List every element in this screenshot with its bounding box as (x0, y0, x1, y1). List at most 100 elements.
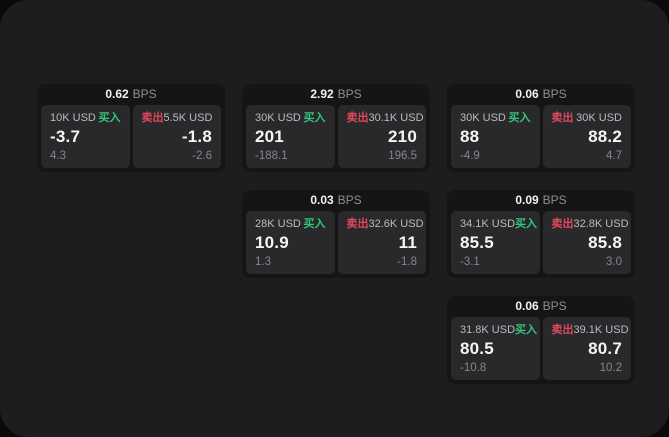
card-header: 2.92 BPS (242, 84, 430, 105)
sell-side-label: 卖出 (346, 218, 369, 230)
quote-panels: 34.1K USD 买入 85.5 -3.1 卖出 32.8K USD 85.8… (447, 211, 635, 278)
buy-tile[interactable]: 30K USD 买入 88 -4.9 (451, 105, 540, 168)
sell-amount: 30K USD (576, 112, 622, 124)
bps-value: 0.09 (515, 193, 539, 207)
buy-price: 10.9 (255, 233, 289, 252)
sell-amount: 39.1K USD (573, 324, 629, 336)
sell-side-label: 卖出 (141, 112, 164, 124)
sell-side-label: 卖出 (551, 324, 574, 336)
sell-price: -1.8 (181, 127, 212, 146)
sell-delta: 3.0 (606, 256, 622, 268)
buy-tile[interactable]: 31.8K USD 买入 80.5 -10.8 (451, 317, 540, 380)
sell-side-label: 卖出 (346, 112, 369, 124)
card-header: 0.62 BPS (37, 84, 225, 105)
quote-panels: 10K USD 买入 -3.7 4.3 卖出 5.5K USD -1.8 -2.… (37, 105, 225, 172)
sell-tile-top: 卖出 30K USD (552, 112, 623, 125)
sell-tile-top: 卖出 32.8K USD (551, 218, 629, 231)
bps-unit-label: BPS (542, 87, 567, 101)
buy-price: 85.5 (460, 233, 494, 252)
buy-amount: 31.8K USD (460, 324, 516, 336)
buy-delta: -188.1 (255, 150, 288, 162)
buy-amount: 10K USD (50, 112, 96, 124)
sell-tile-top: 卖出 39.1K USD (551, 324, 629, 337)
bps-value: 0.62 (105, 87, 129, 101)
buy-tile[interactable]: 30K USD 买入 201 -188.1 (246, 105, 335, 168)
card-header: 0.09 BPS (447, 190, 635, 211)
quote-card: 0.62 BPS 10K USD 买入 -3.7 4.3 卖出 5.5K USD… (37, 84, 225, 172)
bps-unit-label: BPS (337, 193, 362, 207)
buy-tile-top: 28K USD 买入 (255, 218, 326, 231)
sell-tile-top: 卖出 32.6K USD (346, 218, 424, 231)
buy-price: -3.7 (50, 127, 81, 146)
sell-tile[interactable]: 卖出 5.5K USD -1.8 -2.6 (132, 105, 221, 168)
quote-panels: 30K USD 买入 201 -188.1 卖出 30.1K USD 210 1… (242, 105, 430, 172)
card-header: 0.06 BPS (447, 84, 635, 105)
bps-unit-label: BPS (337, 87, 362, 101)
sell-amount: 32.6K USD (368, 218, 424, 230)
sell-delta: 196.5 (388, 150, 417, 162)
buy-side-label: 买入 (303, 112, 326, 124)
buy-delta: 1.3 (255, 256, 271, 268)
bps-value: 2.92 (310, 87, 334, 101)
sell-delta: -1.8 (397, 256, 417, 268)
buy-price: 80.5 (460, 339, 494, 358)
quote-card: 0.06 BPS 30K USD 买入 88 -4.9 卖出 30K USD 8… (447, 84, 635, 172)
bps-unit-label: BPS (542, 193, 567, 207)
buy-side-label: 买入 (515, 324, 538, 336)
buy-tile[interactable]: 28K USD 买入 10.9 1.3 (246, 211, 335, 274)
buy-delta: -10.8 (460, 362, 487, 374)
sell-price: 80.7 (588, 339, 622, 358)
quote-card: 2.92 BPS 30K USD 买入 201 -188.1 卖出 30.1K … (242, 84, 430, 172)
sell-tile-top: 卖出 30.1K USD (346, 112, 424, 125)
bps-unit-label: BPS (132, 87, 157, 101)
sell-delta: -2.6 (192, 150, 212, 162)
bps-value: 0.06 (515, 87, 539, 101)
sell-tile[interactable]: 卖出 32.8K USD 85.8 3.0 (542, 211, 631, 274)
bps-value: 0.06 (515, 299, 539, 313)
buy-price: 201 (255, 127, 284, 146)
sell-tile-top: 卖出 5.5K USD (142, 112, 213, 125)
quote-card: 0.06 BPS 31.8K USD 买入 80.5 -10.8 卖出 39.1… (447, 296, 635, 384)
buy-delta: 4.3 (50, 150, 66, 162)
quote-card: 0.09 BPS 34.1K USD 买入 85.5 -3.1 卖出 32.8K… (447, 190, 635, 278)
sell-tile[interactable]: 卖出 30.1K USD 210 196.5 (337, 105, 426, 168)
buy-delta: -3.1 (460, 256, 480, 268)
buy-amount: 30K USD (255, 112, 301, 124)
sell-price: 210 (388, 127, 417, 146)
buy-tile-top: 30K USD 买入 (460, 112, 531, 125)
quote-panels: 28K USD 买入 10.9 1.3 卖出 32.6K USD 11 -1.8 (242, 211, 430, 278)
sell-tile[interactable]: 卖出 30K USD 88.2 4.7 (542, 105, 631, 168)
quote-cards-grid: 0.62 BPS 10K USD 买入 -3.7 4.3 卖出 5.5K USD… (37, 84, 635, 384)
sell-side-label: 卖出 (551, 218, 574, 230)
buy-tile-top: 10K USD 买入 (50, 112, 121, 125)
buy-side-label: 买入 (303, 218, 326, 230)
sell-price: 11 (398, 233, 417, 252)
buy-tile-top: 34.1K USD 买入 (460, 218, 537, 231)
sell-delta: 10.2 (599, 362, 622, 374)
card-header: 0.03 BPS (242, 190, 430, 211)
sell-delta: 4.7 (606, 150, 622, 162)
quote-card: 0.03 BPS 28K USD 买入 10.9 1.3 卖出 32.6K US… (242, 190, 430, 278)
buy-tile-top: 30K USD 买入 (255, 112, 326, 125)
quote-panels: 31.8K USD 买入 80.5 -10.8 卖出 39.1K USD 80.… (447, 317, 635, 384)
buy-amount: 28K USD (255, 218, 301, 230)
buy-tile[interactable]: 34.1K USD 买入 85.5 -3.1 (451, 211, 540, 274)
buy-side-label: 买入 (98, 112, 121, 124)
bps-unit-label: BPS (542, 299, 567, 313)
buy-tile[interactable]: 10K USD 买入 -3.7 4.3 (41, 105, 130, 168)
buy-side-label: 买入 (515, 218, 538, 230)
buy-tile-top: 31.8K USD 买入 (460, 324, 537, 337)
sell-tile[interactable]: 卖出 32.6K USD 11 -1.8 (337, 211, 426, 274)
sell-price: 88.2 (588, 127, 622, 146)
quote-panels: 30K USD 买入 88 -4.9 卖出 30K USD 88.2 4.7 (447, 105, 635, 172)
sell-price: 85.8 (588, 233, 622, 252)
bps-value: 0.03 (310, 193, 334, 207)
card-header: 0.06 BPS (447, 296, 635, 317)
buy-amount: 34.1K USD (460, 218, 516, 230)
sell-tile[interactable]: 卖出 39.1K USD 80.7 10.2 (542, 317, 631, 380)
sell-amount: 5.5K USD (163, 112, 213, 124)
sell-amount: 30.1K USD (368, 112, 424, 124)
buy-price: 88 (460, 127, 480, 146)
sell-side-label: 卖出 (551, 112, 574, 124)
